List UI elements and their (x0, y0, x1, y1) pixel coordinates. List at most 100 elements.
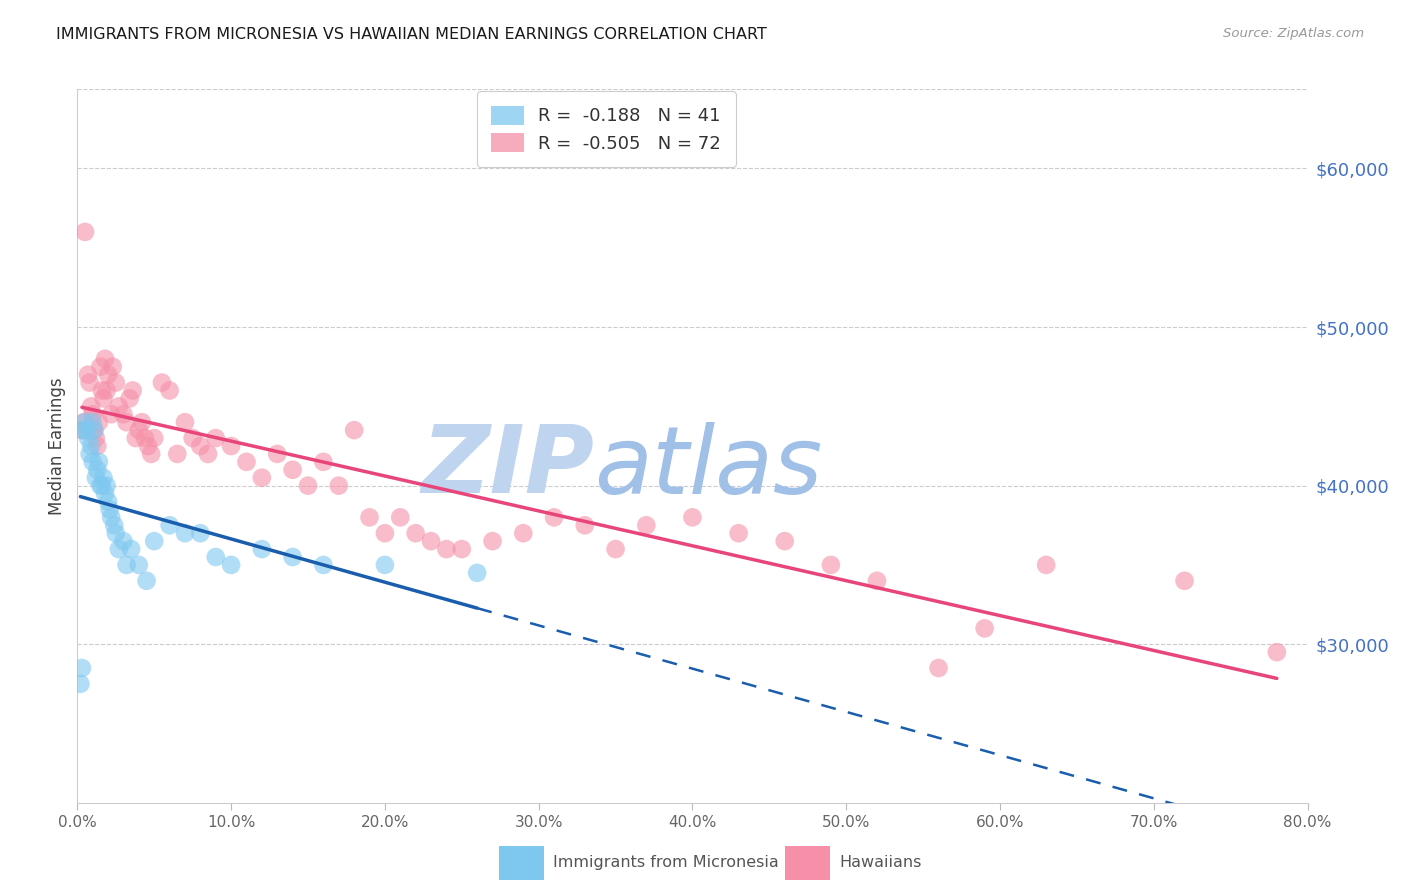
Point (79, 447, 101, 461)
Point (773, 534, 796, 549)
Point (90, 384, 114, 398)
Point (405, 526, 427, 541)
Point (866, 574, 889, 588)
Point (86, 439, 108, 453)
Point (93, 471, 115, 485)
Point (436, 542, 458, 557)
Point (77, 368, 100, 382)
Text: Hawaiians: Hawaiians (839, 855, 922, 870)
Point (143, 431, 166, 445)
Point (174, 526, 197, 541)
Point (115, 558, 138, 572)
Point (76, 423, 98, 437)
Point (281, 463, 304, 477)
Point (84, 471, 107, 485)
Point (928, 661, 950, 675)
Point (281, 549, 304, 564)
Point (96, 478, 118, 492)
Point (141, 447, 163, 461)
Point (115, 415, 138, 429)
Point (72, 423, 94, 437)
Point (128, 423, 150, 437)
Point (73, 415, 96, 429)
Point (328, 478, 350, 492)
Point (136, 439, 159, 453)
Point (204, 549, 226, 564)
Point (374, 558, 396, 572)
Point (96, 384, 118, 398)
Point (98, 502, 121, 516)
Point (100, 510, 122, 524)
Point (219, 439, 242, 453)
Point (120, 542, 142, 557)
Point (465, 566, 488, 580)
Point (80, 400, 103, 414)
Point (72, 415, 94, 429)
Point (543, 510, 565, 524)
Point (131, 415, 153, 429)
Point (343, 423, 366, 437)
Point (481, 534, 503, 549)
Point (87, 455, 110, 469)
Point (143, 534, 166, 549)
Point (128, 558, 150, 572)
Text: Immigrants from Micronesia: Immigrants from Micronesia (553, 855, 779, 870)
Point (108, 400, 131, 414)
Point (94, 486, 117, 500)
Point (134, 431, 156, 445)
Point (104, 526, 127, 541)
Text: Source: ZipAtlas.com: Source: ZipAtlas.com (1223, 27, 1364, 40)
Point (605, 542, 627, 557)
Point (83, 423, 105, 437)
Point (100, 407, 122, 421)
Point (574, 518, 596, 533)
Point (197, 447, 219, 461)
Point (181, 431, 204, 445)
Point (108, 542, 131, 557)
Point (97, 368, 120, 382)
Point (82, 415, 104, 429)
Point (90, 478, 114, 492)
Point (636, 518, 658, 533)
Y-axis label: Median Earnings: Median Earnings (48, 377, 66, 515)
Point (83, 423, 105, 437)
Point (1174, 574, 1197, 588)
Point (101, 359, 124, 374)
Text: atlas: atlas (595, 422, 823, 513)
Point (103, 518, 125, 533)
Point (86, 463, 108, 477)
Point (374, 526, 396, 541)
Point (250, 471, 273, 485)
Point (166, 447, 188, 461)
Point (135, 574, 157, 588)
Point (70, 423, 93, 437)
Point (297, 478, 319, 492)
Point (512, 526, 534, 541)
Point (266, 447, 288, 461)
Point (420, 534, 443, 549)
Point (80, 439, 103, 453)
Point (219, 558, 242, 572)
Point (82, 455, 104, 469)
Point (89, 359, 111, 374)
Point (70, 661, 93, 675)
Point (87, 415, 110, 429)
Point (204, 431, 226, 445)
Point (104, 376, 127, 390)
Point (150, 376, 173, 390)
Legend: R =  -0.188   N = 41, R =  -0.505   N = 72: R = -0.188 N = 41, R = -0.505 N = 72 (477, 91, 735, 167)
Point (94, 351, 117, 366)
Point (69, 677, 91, 691)
Point (312, 558, 335, 572)
Point (820, 558, 842, 572)
Point (235, 455, 257, 469)
Point (188, 439, 212, 453)
Point (112, 407, 135, 421)
Point (1035, 558, 1057, 572)
Point (82, 407, 104, 421)
Point (188, 526, 212, 541)
Point (727, 526, 749, 541)
Point (159, 518, 181, 533)
Point (682, 510, 704, 524)
Point (79, 376, 101, 390)
